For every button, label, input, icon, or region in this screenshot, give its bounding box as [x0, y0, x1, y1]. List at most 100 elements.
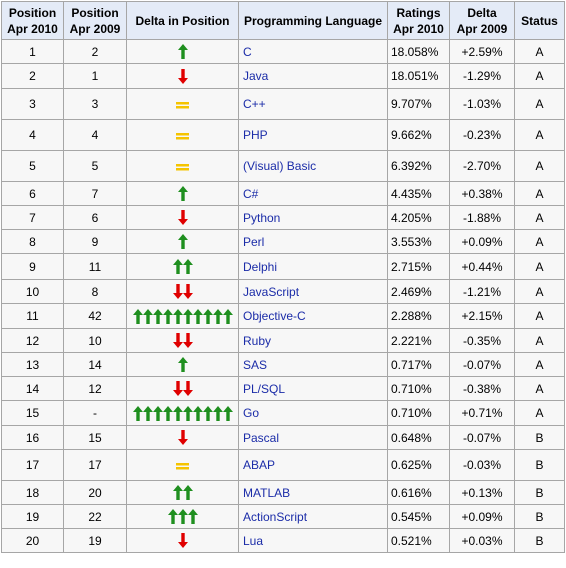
status-cell: B	[514, 449, 565, 481]
delta-position-cell	[126, 39, 239, 64]
delta-cell: +2.15%	[449, 303, 515, 329]
delta-position-cell	[126, 63, 239, 89]
language-link[interactable]: (Visual) Basic	[238, 150, 388, 182]
position-2009-cell: 1	[63, 63, 127, 89]
arrow-up-icon	[192, 308, 203, 324]
language-link[interactable]: PHP	[238, 119, 388, 151]
arrow-up-icon	[172, 485, 183, 501]
rating-cell: 18.051%	[387, 63, 450, 89]
delta-position-cell	[126, 528, 239, 553]
position-2009-cell: 9	[63, 229, 127, 254]
position-2009-cell: 19	[63, 528, 127, 553]
language-link[interactable]: Perl	[238, 229, 388, 254]
position-2010-cell: 15	[1, 400, 64, 426]
header-status: Status	[514, 1, 565, 40]
rating-cell: 9.662%	[387, 119, 450, 151]
language-link[interactable]: ABAP	[238, 449, 388, 481]
delta-cell: -1.21%	[449, 279, 515, 304]
status-cell: A	[514, 150, 565, 182]
arrow-up-icon	[212, 405, 223, 421]
arrow-up-icon	[202, 405, 213, 421]
status-cell: A	[514, 63, 565, 89]
language-link[interactable]: Delphi	[238, 253, 388, 280]
language-link[interactable]: C#	[238, 181, 388, 206]
arrow-up-icon	[177, 234, 188, 250]
language-link[interactable]: Java	[238, 63, 388, 89]
language-link[interactable]: ActionScript	[238, 504, 388, 529]
position-2010-cell: 12	[1, 328, 64, 353]
language-link[interactable]: SAS	[238, 352, 388, 377]
delta-cell: -0.03%	[449, 449, 515, 481]
table-row: 15- Go 0.710% +0.71% A	[1, 400, 565, 426]
position-change-indicator	[176, 130, 189, 142]
position-2010-cell: 2	[1, 63, 64, 89]
arrow-down-icon	[172, 333, 183, 349]
position-2009-cell: 3	[63, 88, 127, 120]
status-cell: A	[514, 253, 565, 280]
position-change-indicator	[167, 509, 198, 525]
language-link[interactable]: Python	[238, 205, 388, 230]
arrow-up-icon	[142, 308, 153, 324]
position-2010-cell: 5	[1, 150, 64, 182]
header-row: Position Apr 2010 Position Apr 2009 Delta …	[1, 1, 565, 40]
position-change-indicator	[176, 161, 189, 173]
arrow-down-icon	[182, 333, 193, 349]
delta-position-cell	[126, 480, 239, 505]
delta-cell: -0.07%	[449, 352, 515, 377]
language-link[interactable]: PL/SQL	[238, 376, 388, 401]
position-2010-cell: 11	[1, 303, 64, 329]
position-change-indicator	[177, 68, 188, 84]
position-2010-cell: 13	[1, 352, 64, 377]
table-row: 12 10 Ruby 2.221% -0.35% A	[1, 328, 565, 353]
position-change-indicator	[172, 259, 193, 275]
table-row: 8 9 Perl 3.553% +0.09% A	[1, 229, 565, 254]
rating-cell: 0.625%	[387, 449, 450, 481]
language-link[interactable]: Objective-C	[238, 303, 388, 329]
table-row: 10 8 JavaScript 2.469% -1.21% A	[1, 279, 565, 304]
language-link[interactable]: JavaScript	[238, 279, 388, 304]
table-row: 20 19 Lua 0.521% +0.03% B	[1, 528, 565, 553]
position-2010-cell: 8	[1, 229, 64, 254]
language-link[interactable]: Ruby	[238, 328, 388, 353]
rating-cell: 3.553%	[387, 229, 450, 254]
arrow-up-icon	[222, 308, 233, 324]
position-2010-cell: 16	[1, 425, 64, 450]
language-link[interactable]: Lua	[238, 528, 388, 553]
delta-cell: +0.09%	[449, 504, 515, 529]
table-row: 9 11 Delphi 2.715% +0.44% A	[1, 253, 565, 280]
position-change-indicator	[176, 99, 189, 111]
delta-cell: +0.03%	[449, 528, 515, 553]
delta-position-cell	[126, 352, 239, 377]
language-link[interactable]: Pascal	[238, 425, 388, 450]
table-row: 16 15 Pascal 0.648% -0.07% B	[1, 425, 565, 450]
delta-position-cell	[126, 205, 239, 230]
delta-position-cell	[126, 253, 239, 280]
arrow-up-icon	[187, 509, 198, 525]
rating-cell: 2.715%	[387, 253, 450, 280]
arrow-down-icon	[172, 381, 183, 397]
delta-cell: -2.70%	[449, 150, 515, 182]
status-cell: B	[514, 528, 565, 553]
language-link[interactable]: MATLAB	[238, 480, 388, 505]
delta-position-cell	[126, 181, 239, 206]
table-row: 2 1 Java 18.051% -1.29% A	[1, 63, 565, 89]
delta-position-cell	[126, 400, 239, 426]
position-change-indicator	[177, 430, 188, 446]
no-change-icon	[176, 132, 189, 140]
delta-cell: +0.13%	[449, 480, 515, 505]
delta-cell: +0.44%	[449, 253, 515, 280]
delta-position-cell	[126, 303, 239, 329]
position-2009-cell: 5	[63, 150, 127, 182]
delta-cell: -1.88%	[449, 205, 515, 230]
status-cell: A	[514, 88, 565, 120]
rating-cell: 2.469%	[387, 279, 450, 304]
language-link[interactable]: C	[238, 39, 388, 64]
language-link[interactable]: C++	[238, 88, 388, 120]
arrow-up-icon	[177, 44, 188, 60]
rating-cell: 4.435%	[387, 181, 450, 206]
delta-cell: +0.71%	[449, 400, 515, 426]
language-link[interactable]: Go	[238, 400, 388, 426]
position-2009-cell: 12	[63, 376, 127, 401]
arrow-up-icon	[132, 405, 143, 421]
arrow-up-icon	[182, 308, 193, 324]
